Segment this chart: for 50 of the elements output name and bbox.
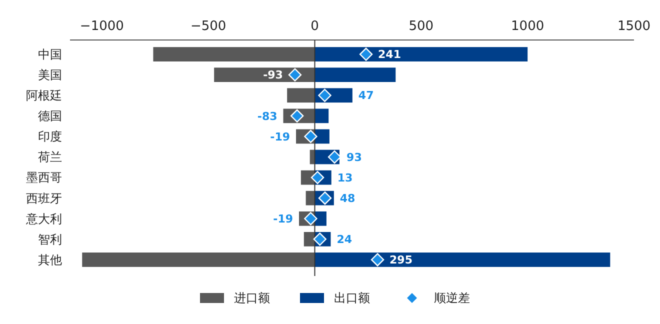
legend-label: 顺逆差 [434,291,470,306]
legend-label: 出口额 [334,291,370,306]
y-tick-label: 美国 [38,68,62,82]
y-tick-label: 其他 [38,252,62,267]
x-tick-label: 0 [310,19,319,34]
point [288,68,302,82]
point [304,212,318,226]
bar [214,68,315,82]
y-tick-label: 意大利 [25,212,62,226]
legend-label: 进口额 [234,291,270,306]
point [359,48,373,61]
data-label: 24 [336,233,352,246]
data-label: -83 [257,110,278,123]
data-label: 241 [378,48,402,62]
bar [314,108,329,124]
y-tick-label: 智利 [38,232,62,246]
data-label: 295 [390,254,413,267]
x-tick-label: −1000 [80,19,124,34]
point [310,170,324,184]
x-tick-label: 1500 [617,19,651,34]
y-tick-label: 德国 [38,109,62,124]
y-tick-label: 阿根廷 [26,88,62,103]
bar [306,190,315,206]
data-label: 48 [340,192,356,205]
y-tick-label: 荷兰 [38,150,62,164]
point [370,253,384,266]
data-label: -19 [270,130,290,144]
bar [314,47,528,62]
bar [287,88,315,103]
data-label: 47 [358,89,374,102]
point [328,150,342,164]
bar [314,129,330,144]
bar [153,47,315,62]
y-tick-label: 西班牙 [26,191,62,206]
data-label: -93 [263,68,283,82]
y-tick-label: 印度 [38,130,62,144]
bar [82,252,315,267]
y-tick-label: 中国 [38,47,62,62]
bar [314,252,610,267]
data-label: -19 [273,212,294,226]
x-tick-label: 500 [408,19,434,34]
y-tick-label: 墨西哥 [26,170,62,185]
data-label: 93 [346,150,362,164]
point [318,88,332,102]
data-label: 13 [337,171,353,184]
bar [304,232,315,246]
bar [314,68,396,82]
x-tick-label: −500 [190,19,226,34]
point [313,232,326,246]
x-tick-label: 1000 [511,19,544,34]
